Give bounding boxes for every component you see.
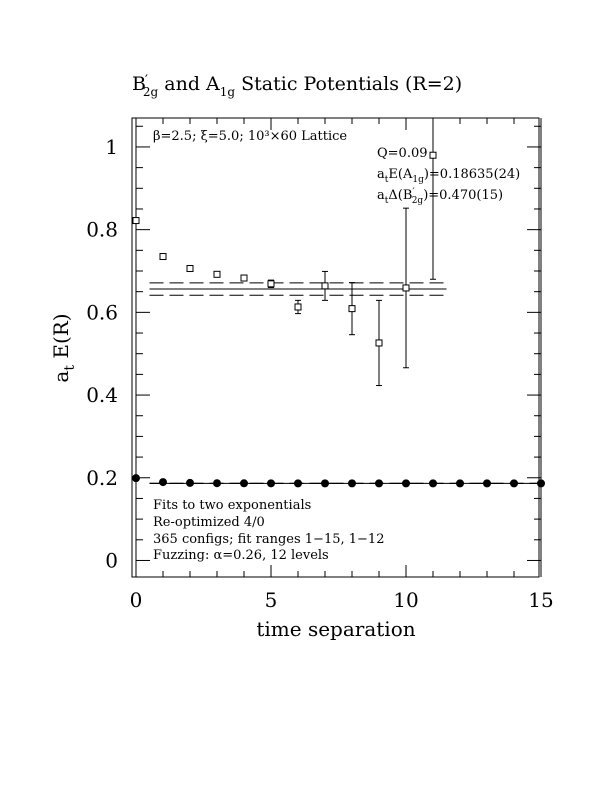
fit-g-value: )=0.470(15): [423, 188, 503, 203]
a1g-point: [240, 479, 248, 488]
b2g-point: [429, 151, 437, 159]
y-tick-label: 0.2: [86, 466, 118, 490]
chart-title: B′ 2g and A1g Static Potentials (R=2): [132, 73, 462, 99]
b2g-point: [240, 274, 248, 282]
fit-e-prefix: a: [377, 167, 385, 182]
x-tick-labels: 0 5 10 15: [130, 588, 554, 612]
title-b2g-sub: 2g: [143, 85, 159, 99]
note-line-2: Re-optimized 4/0: [153, 515, 265, 530]
a1g-point: [483, 479, 491, 488]
fit-e-state-sub: 1g: [412, 175, 424, 185]
b2g-point: [375, 339, 383, 347]
y-tick-label: 0.4: [86, 383, 118, 407]
a1g-point: [213, 479, 221, 488]
lattice-label: β=2.5; ξ=5.0; 10³×60 Lattice: [153, 129, 347, 144]
b2g-point: [294, 303, 302, 311]
a1g-point: [510, 479, 518, 488]
b2g-point: [213, 270, 221, 278]
a1g-point: [402, 479, 410, 488]
title-a1g-sub: 1g: [220, 85, 236, 99]
fit-gap-b2g: atΔ(B′ 2g)=0.470(15): [377, 187, 503, 206]
y-tick-label: 0.6: [86, 300, 118, 324]
title-rest: Static Potentials (R=2): [235, 73, 462, 95]
note-line-4: Fuzzing: α=0.26, 12 levels: [153, 548, 329, 563]
a1g-point: [537, 479, 545, 488]
title-b2g: B: [132, 73, 146, 95]
a1g-point: [267, 479, 275, 488]
a1g-point: [294, 479, 302, 488]
x-tick-label: 0: [130, 588, 143, 612]
a1g-point: [159, 478, 167, 487]
fit-bands: [149, 282, 541, 485]
a1g-point: [132, 474, 140, 483]
a1g-point: [321, 479, 329, 488]
fit-energy-a1g: atE(A1g)=0.18635(24): [377, 167, 520, 185]
b2g-point: [348, 305, 356, 313]
y-label-sub: t: [62, 365, 78, 371]
fit-e-value: )=0.18635(24): [424, 167, 520, 182]
a1g-point: [456, 479, 464, 488]
x-axis-label: time separation: [256, 617, 415, 641]
b2g-point: [267, 280, 275, 288]
y-label-rest: E(R): [49, 313, 73, 365]
note-line-3: 365 configs; fit ranges 1−15, 1−12: [153, 532, 384, 547]
b2g-point: [321, 282, 329, 290]
b2g-point: [159, 253, 167, 261]
y-tick-labels: 0 0.2 0.4 0.6 0.8 1: [86, 135, 118, 573]
fit-notes: Fits to two exponentials Re-optimized 4/…: [153, 498, 384, 563]
plot-frame: [131, 117, 540, 578]
title-text: B′ 2g and A1g Static Potentials (R=2): [132, 73, 462, 99]
y-tick-label: 0: [105, 548, 118, 572]
fit-g-prefix-sub: t: [385, 196, 389, 206]
note-line-1: Fits to two exponentials: [153, 498, 311, 513]
y-axis-label: at E(R): [49, 313, 78, 382]
title-and-a: and A: [158, 73, 220, 95]
b2g-point: [132, 217, 140, 225]
axis-ticks: [135, 118, 542, 577]
x-tick-label: 10: [393, 588, 418, 612]
fit-g-mid: Δ(B: [388, 188, 412, 203]
y-tick-label: 1: [105, 135, 118, 159]
fit-e-prefix-sub: t: [385, 175, 389, 185]
a1g-point: [429, 479, 437, 488]
fit-q: Q=0.09: [377, 146, 428, 161]
y-label-a: a: [49, 371, 73, 383]
b2g-point: [402, 284, 410, 292]
a1g-point: [348, 479, 356, 488]
y-axis-label-text: at E(R): [49, 313, 78, 382]
fit-info: Q=0.09 atE(A1g)=0.18635(24) atΔ(B′ 2g)=0.…: [377, 146, 520, 206]
x-tick-label: 15: [528, 588, 553, 612]
x-tick-label: 5: [265, 588, 278, 612]
b2g-point: [186, 265, 194, 273]
a1g-point: [375, 479, 383, 488]
fit-g-prime: ′: [412, 187, 415, 198]
fit-g-state-sub: 2g: [412, 196, 424, 206]
a1g-point: [186, 478, 194, 487]
data-points: [132, 118, 545, 488]
fit-e-mid: E(A: [388, 167, 413, 182]
fit-g-prefix: a: [377, 188, 385, 203]
title-prime: ′: [145, 73, 148, 88]
y-tick-label: 0.8: [86, 218, 118, 242]
